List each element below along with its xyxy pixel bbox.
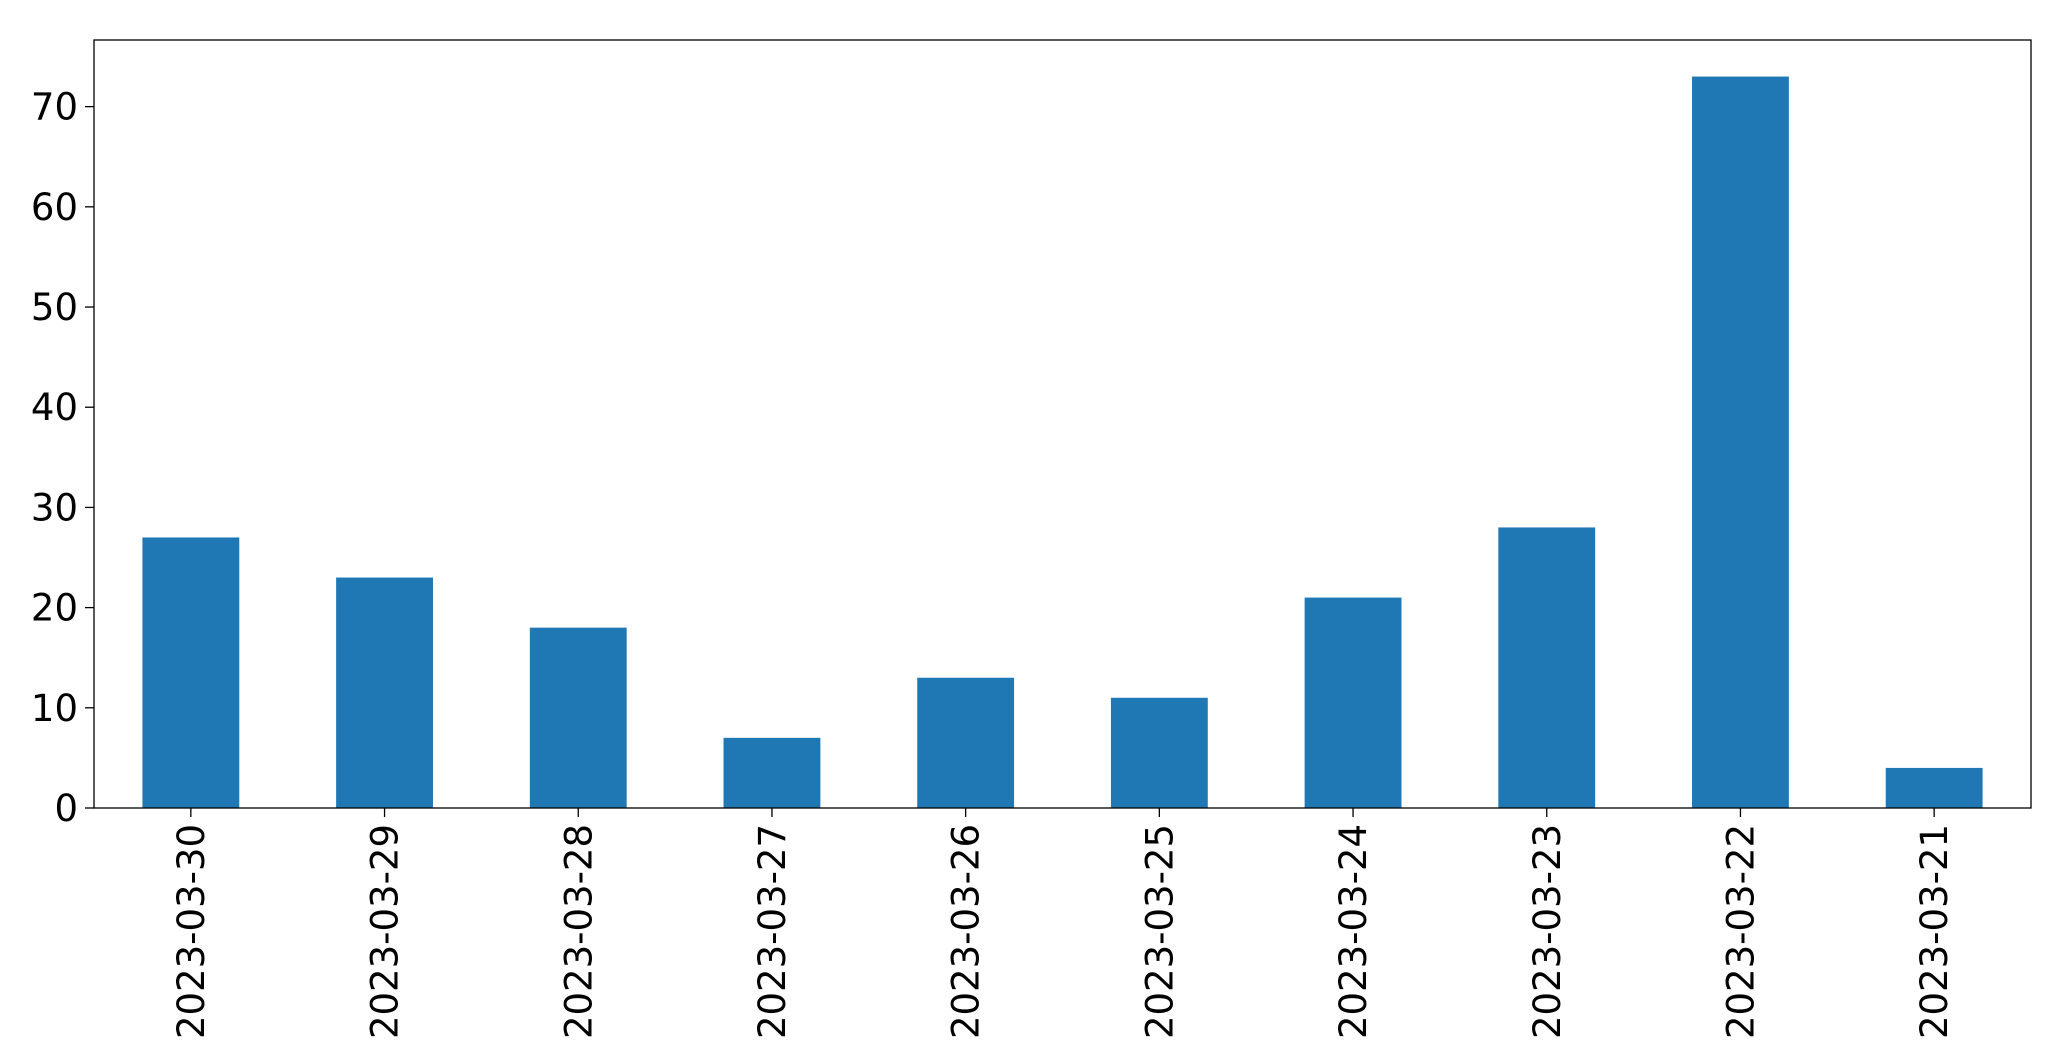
x-tick-label: 2023-03-29 bbox=[364, 824, 407, 1039]
x-tick-label: 2023-03-24 bbox=[1332, 824, 1375, 1039]
bar bbox=[1304, 597, 1402, 808]
x-tick-label: 2023-03-25 bbox=[1138, 824, 1181, 1039]
bar bbox=[723, 737, 821, 808]
x-tick-label: 2023-03-22 bbox=[1719, 824, 1762, 1039]
bar bbox=[917, 677, 1015, 808]
bar bbox=[529, 627, 627, 808]
y-tick-label: 50 bbox=[31, 286, 78, 329]
x-tick-label: 2023-03-28 bbox=[557, 824, 600, 1039]
bar bbox=[142, 537, 240, 808]
y-tick-label: 0 bbox=[54, 787, 78, 830]
x-tick-label: 2023-03-30 bbox=[170, 824, 213, 1039]
x-tick-label: 2023-03-27 bbox=[751, 824, 794, 1039]
x-tick-label: 2023-03-26 bbox=[945, 824, 988, 1039]
y-tick-label: 20 bbox=[31, 587, 78, 630]
bar bbox=[1110, 697, 1208, 808]
x-tick-label: 2023-03-23 bbox=[1526, 824, 1569, 1039]
y-tick-label: 10 bbox=[31, 687, 78, 730]
axes-frame bbox=[93, 39, 2032, 809]
x-tick-label: 2023-03-21 bbox=[1913, 824, 1956, 1039]
y-tick-label: 40 bbox=[31, 386, 78, 429]
plot-area bbox=[142, 76, 1983, 809]
bar bbox=[336, 577, 433, 808]
bar bbox=[1885, 767, 1983, 808]
bar bbox=[1692, 76, 1789, 809]
y-tick-label: 30 bbox=[31, 486, 78, 529]
y-tick-label: 70 bbox=[31, 86, 78, 129]
y-tick-label: 60 bbox=[31, 186, 78, 229]
bar bbox=[1498, 527, 1596, 808]
